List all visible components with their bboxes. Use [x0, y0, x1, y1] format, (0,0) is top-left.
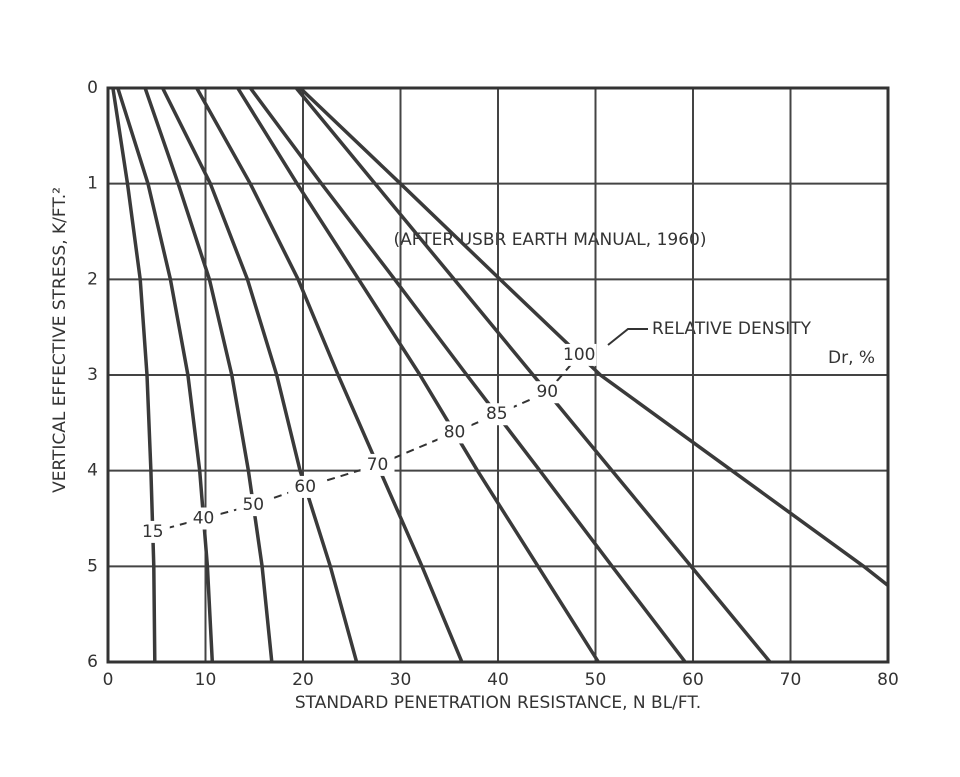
curve-label: 15	[142, 522, 164, 542]
label-bg	[135, 520, 170, 543]
y-tick-label: 5	[87, 556, 98, 576]
legend-title: RELATIVE DENSITY	[652, 319, 812, 339]
label-bg	[562, 343, 597, 366]
curve-label: 85	[486, 404, 508, 424]
source-note: (AFTER USBR EARTH MANUAL, 1960)	[394, 230, 707, 250]
legend-unit: Dr, %	[828, 348, 875, 368]
y-tick-label: 4	[87, 461, 98, 481]
plot-frame	[106, 86, 890, 664]
label-connector	[152, 354, 581, 533]
x-tick-label: 0	[103, 670, 114, 690]
density-curve	[116, 87, 215, 663]
y-tick-label: 6	[87, 652, 98, 672]
pointer-arrow	[607, 328, 648, 346]
curve-label: 70	[367, 455, 389, 475]
curve-label: 80	[444, 422, 466, 442]
x-tick-label: 70	[780, 670, 802, 690]
y-tick-label: 3	[87, 365, 98, 385]
x-tick-label: 40	[487, 670, 509, 690]
y-tick-label: 1	[87, 174, 98, 194]
label-bg	[437, 421, 472, 444]
x-tick-label: 30	[390, 670, 412, 690]
y-axis-title: VERTICAL EFFECTIVE STRESS, K/FT.²	[50, 187, 70, 493]
label-bg	[288, 475, 323, 498]
curve-label: 60	[294, 477, 316, 497]
label-bg	[479, 403, 514, 426]
y-tick-label: 0	[87, 78, 98, 98]
x-tick-label: 80	[877, 670, 899, 690]
grid	[107, 87, 889, 663]
curve-label: 90	[536, 382, 558, 402]
x-tick-label: 10	[195, 670, 217, 690]
density-curve	[195, 87, 464, 663]
density-curve	[143, 87, 274, 663]
density-curve	[111, 87, 157, 663]
density-curve	[236, 87, 600, 663]
x-tick-label: 20	[292, 670, 314, 690]
x-tick-label: 50	[585, 670, 607, 690]
label-bg	[360, 453, 395, 476]
density-curve	[161, 87, 359, 663]
curve-label: 100	[563, 345, 595, 365]
label-bg	[236, 494, 271, 517]
label-bg	[186, 507, 221, 530]
curve-label: 40	[193, 509, 215, 529]
label-bg	[530, 381, 565, 404]
density-curve	[248, 86, 687, 664]
y-tick-label: 2	[87, 269, 98, 289]
x-axis-title: STANDARD PENETRATION RESISTANCE, N BL/FT…	[295, 693, 701, 713]
curve-label: 50	[242, 495, 264, 515]
density-curve	[294, 86, 772, 664]
x-tick-label: 60	[682, 670, 704, 690]
density-curve	[298, 86, 890, 587]
